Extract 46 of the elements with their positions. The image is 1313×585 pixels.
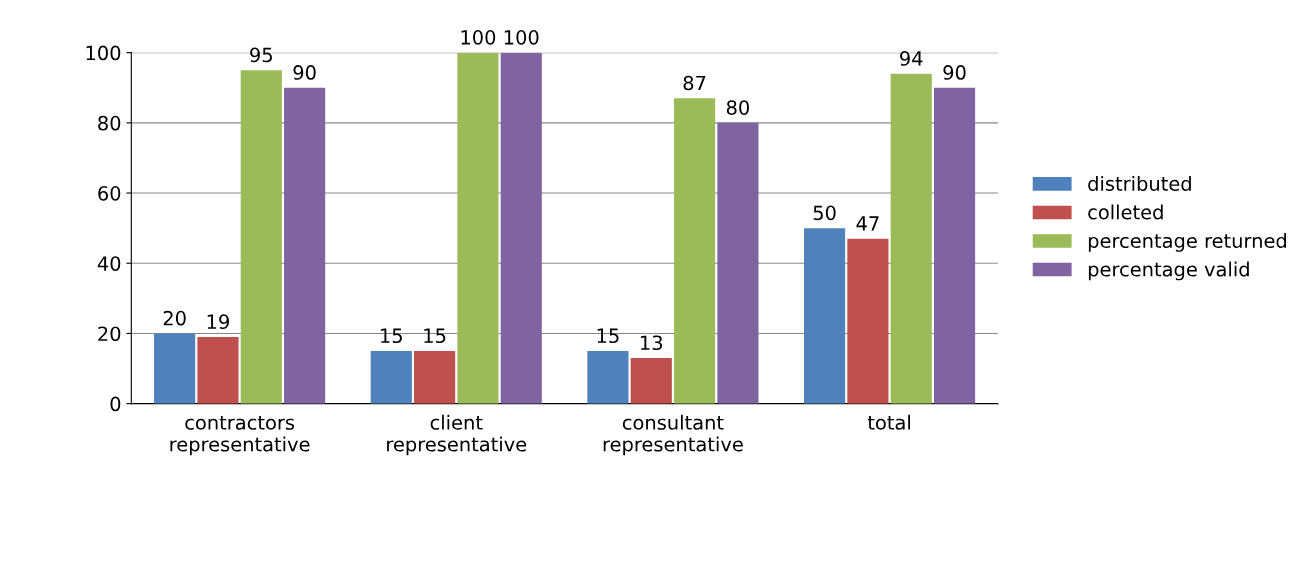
data-label: 13 [641, 335, 663, 351]
data-label: 80 [726, 100, 749, 115]
bar [500, 52, 542, 404]
y-tick-label: 100 [86, 45, 121, 61]
bar [197, 336, 239, 404]
bar [240, 70, 282, 404]
bar [890, 73, 932, 404]
data-label: 100 [504, 30, 539, 45]
data-label: 15 [597, 328, 619, 344]
x-tick-label: consultant representative [603, 414, 743, 456]
bar [587, 351, 629, 404]
y-tick-label: 0 [110, 396, 121, 412]
x-tick-label: contractors representative [170, 415, 310, 456]
data-label: 47 [856, 216, 879, 231]
bar [803, 228, 846, 404]
data-label: 20 [163, 310, 186, 326]
bar [674, 98, 716, 404]
data-label: 15 [381, 328, 402, 344]
x-tick-label: total [867, 414, 910, 430]
bar [370, 351, 412, 404]
bar [154, 333, 196, 404]
data-label: 94 [900, 51, 923, 66]
y-tick-label: 80 [98, 115, 121, 131]
data-label: 100 [461, 30, 496, 45]
y-tick-label: 40 [97, 256, 121, 271]
legend-label: distributed [1088, 175, 1191, 191]
bar [630, 358, 672, 404]
legend-label: colleted [1088, 204, 1163, 220]
bar [847, 238, 889, 404]
bar [457, 52, 499, 404]
data-label: 15 [424, 328, 446, 344]
legend-label: percentage valid [1088, 261, 1249, 281]
y-tick-label: 60 [98, 186, 121, 201]
bar [717, 122, 759, 404]
data-label: 90 [293, 65, 316, 80]
y-tick-label: 20 [98, 326, 121, 342]
bar [933, 87, 976, 404]
data-label: 95 [250, 47, 272, 63]
bar [414, 351, 456, 404]
data-label: 90 [943, 65, 966, 80]
legend-label: percentage returned [1088, 233, 1287, 252]
data-label: 87 [683, 75, 706, 91]
x-tick-label: client representative [387, 414, 527, 456]
bar [284, 87, 326, 404]
data-label: 19 [207, 314, 229, 330]
data-label: 50 [813, 205, 836, 221]
